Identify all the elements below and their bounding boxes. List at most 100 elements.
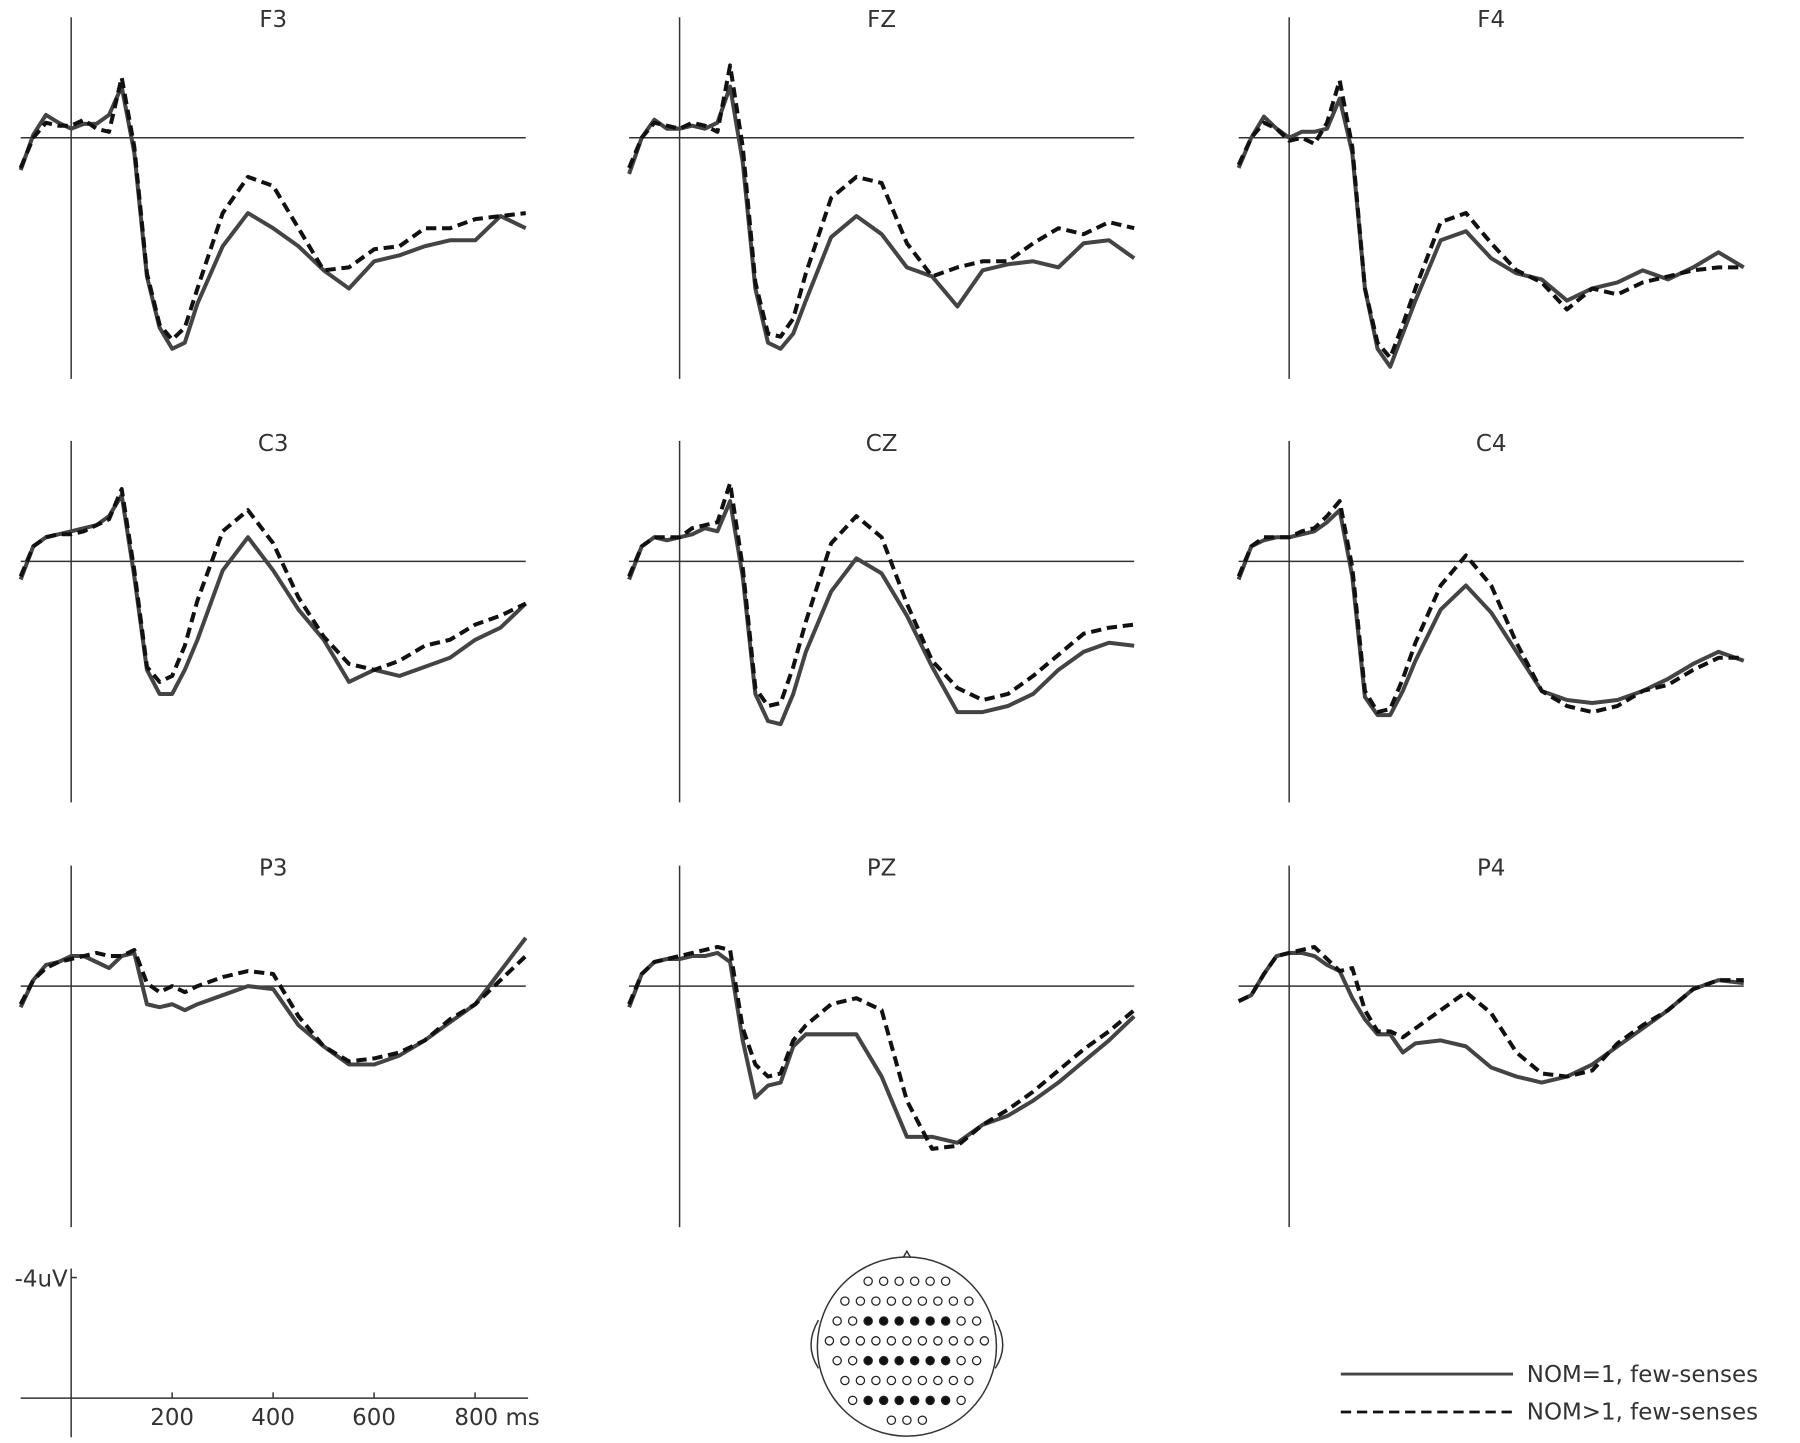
- erp-line: [1237, 950, 1744, 1085]
- panel-title: FZ: [867, 7, 896, 33]
- electrode: [878, 1316, 889, 1326]
- x-tick-label: 800 ms: [454, 1405, 539, 1431]
- electrode: [925, 1395, 935, 1406]
- electrode: [971, 1316, 982, 1326]
- panel-title: CZ: [866, 431, 898, 457]
- electrode: [855, 1375, 866, 1386]
- electrode: [909, 1355, 920, 1366]
- legend-label: NOM=1, few-senses: [1527, 1362, 1758, 1388]
- electrode: [847, 1355, 858, 1366]
- electrode: [925, 1276, 935, 1287]
- x-tick-label: 400: [251, 1405, 295, 1431]
- electrode: [886, 1296, 897, 1306]
- electrode: [855, 1336, 866, 1346]
- erp-line: [627, 499, 1135, 727]
- electrode: [964, 1296, 974, 1306]
- panel-title: F4: [1477, 7, 1505, 33]
- erp-line: [18, 487, 527, 684]
- electrode: [886, 1336, 897, 1346]
- electrode: [948, 1336, 959, 1346]
- electrode: [886, 1375, 897, 1386]
- electrode: [855, 1296, 866, 1306]
- electrode: [824, 1336, 835, 1346]
- erp-line: [18, 936, 528, 1067]
- electrode: [940, 1355, 951, 1366]
- electrode: [847, 1316, 858, 1326]
- panel: C3: [18, 431, 528, 803]
- electrode: [832, 1316, 842, 1326]
- electrode: [917, 1336, 928, 1346]
- electrode: [909, 1395, 920, 1406]
- scale-bar: 200 400 600 800 ms -4uV: [15, 1266, 540, 1438]
- electrode: [940, 1276, 951, 1287]
- erp-line: [18, 493, 528, 696]
- electrode: [909, 1316, 920, 1326]
- electrode: [863, 1395, 873, 1406]
- electrode: [863, 1355, 873, 1366]
- panel: PZ: [627, 856, 1136, 1228]
- electrode: [840, 1336, 850, 1346]
- electrode: [917, 1415, 928, 1426]
- panel: P3: [18, 856, 528, 1228]
- electrode: [964, 1336, 974, 1346]
- electrode: [940, 1316, 951, 1326]
- electrode: [871, 1375, 881, 1386]
- electrode: [847, 1395, 858, 1406]
- electrode: [925, 1316, 935, 1326]
- electrode: [871, 1336, 881, 1346]
- erp-line: [1236, 96, 1745, 369]
- electrode: [894, 1276, 904, 1287]
- electrode: [878, 1355, 889, 1366]
- panel: P4: [1237, 856, 1744, 1228]
- panel: F4: [1236, 7, 1745, 379]
- electrode: [933, 1375, 943, 1386]
- electrode: [956, 1395, 966, 1406]
- right-ear: [994, 1319, 1004, 1369]
- panel-title: P4: [1477, 856, 1505, 882]
- electrode: [902, 1296, 912, 1306]
- electrode: [956, 1316, 966, 1326]
- electrode: [832, 1355, 842, 1366]
- head-outline: [816, 1256, 998, 1437]
- electrode: [894, 1316, 904, 1326]
- electrode: [948, 1375, 959, 1386]
- panel-title: F3: [259, 7, 287, 33]
- erp-line: [1236, 78, 1744, 360]
- electrode: [840, 1296, 850, 1306]
- panel-title: P3: [259, 856, 287, 882]
- panel: F3: [18, 7, 527, 379]
- erp-line: [1236, 499, 1744, 715]
- erp-line: [18, 947, 528, 1064]
- electrode: [878, 1395, 889, 1406]
- electrode: [863, 1316, 873, 1326]
- panel-title: PZ: [867, 856, 897, 882]
- erp-line: [18, 75, 527, 342]
- electrode: [933, 1336, 943, 1346]
- electrode: [894, 1395, 904, 1406]
- electrode: [964, 1375, 974, 1386]
- electrode: [886, 1415, 897, 1426]
- panel-title: C4: [1476, 431, 1507, 457]
- x-tick-label: 600: [352, 1405, 396, 1431]
- electrode: [902, 1336, 912, 1346]
- electrode: [956, 1355, 966, 1366]
- panel: C4: [1236, 431, 1745, 803]
- erp-line: [627, 950, 1136, 1145]
- electrode: [948, 1296, 959, 1306]
- electrode: [971, 1355, 982, 1366]
- electrode: [917, 1296, 928, 1306]
- electrode: [878, 1276, 889, 1287]
- panel: FZ: [627, 7, 1136, 379]
- erp-line: [627, 481, 1135, 709]
- electrode: [940, 1395, 951, 1406]
- erp-line: [627, 63, 1135, 339]
- electrode: [979, 1336, 990, 1346]
- erp-line: [18, 84, 527, 351]
- panel-title: C3: [258, 431, 289, 457]
- left-ear: [810, 1319, 820, 1369]
- erp-line: [1236, 508, 1745, 718]
- x-tick-label: 200: [150, 1405, 194, 1431]
- electrode: [902, 1415, 912, 1426]
